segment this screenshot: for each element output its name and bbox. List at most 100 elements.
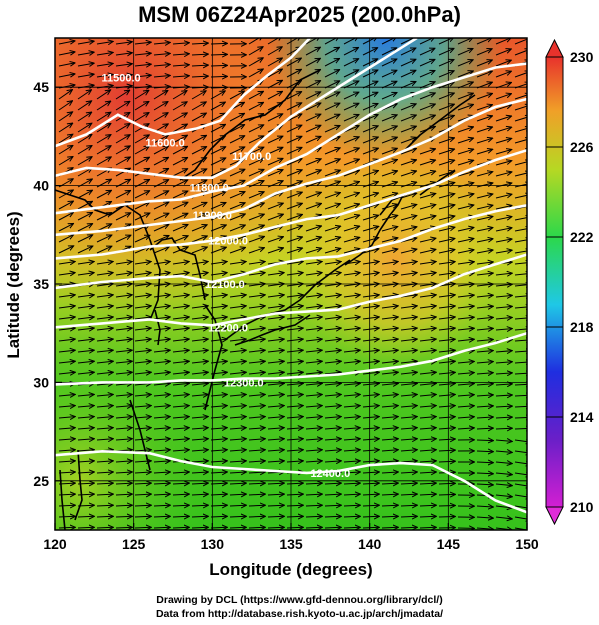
wind-arrow [210, 417, 227, 418]
wind-arrow [210, 169, 226, 177]
wind-arrow [457, 71, 473, 78]
wind-arrow [476, 528, 493, 529]
wind-arrow [495, 60, 511, 67]
wind-arrow [172, 180, 187, 188]
wind-arrow [153, 273, 170, 275]
wind-arrow [267, 527, 284, 528]
wind-arrow [305, 339, 322, 341]
wind-arrow [96, 246, 112, 254]
contour-label: 12000.0 [208, 236, 248, 248]
wind-arrow [514, 329, 527, 330]
wind-arrow [457, 395, 474, 396]
wind-arrow [438, 350, 455, 352]
wind-arrow [400, 328, 417, 330]
wind-arrow [77, 494, 94, 495]
wind-arrow [324, 103, 340, 111]
wind-arrow [438, 160, 454, 166]
wind-arrow [286, 406, 303, 407]
wind-arrow [305, 137, 321, 144]
wind-arrow [305, 204, 321, 210]
wind-arrow [381, 93, 397, 100]
wind-arrow [514, 195, 527, 199]
height-contour [55, 148, 527, 260]
wind-arrow [134, 483, 151, 484]
wind-arrow [153, 428, 170, 429]
wind-arrow [229, 450, 246, 451]
wind-arrow [191, 450, 208, 451]
wind-arrow [457, 250, 474, 253]
wind-arrow [343, 148, 359, 155]
wind-arrow [248, 125, 263, 133]
wind-arrow [343, 494, 360, 495]
wind-arrow [191, 317, 208, 319]
wind-arrow [438, 494, 455, 495]
wind-arrow [210, 516, 227, 517]
wind-arrow [362, 262, 379, 264]
wind-arrow [419, 160, 435, 166]
wind-arrow [400, 149, 416, 155]
wind-arrow [305, 516, 322, 517]
wind-arrow [115, 273, 132, 275]
wind-arrow [153, 247, 169, 254]
wind-arrow [229, 214, 245, 221]
wind-arrow [419, 295, 436, 297]
wind-arrow [134, 213, 150, 221]
wind-arrow [362, 395, 379, 397]
wind-arrow [172, 202, 188, 210]
wind-arrow [400, 306, 417, 308]
x-tick-label: 150 [515, 536, 539, 552]
wind-arrow [286, 306, 303, 308]
wind-arrow [229, 203, 245, 210]
height-contour [55, 97, 527, 237]
wind-arrow [248, 494, 265, 495]
wind-arrow [172, 372, 189, 374]
wind-arrow [115, 157, 130, 166]
wind-arrow [115, 168, 130, 177]
wind-arrow [229, 136, 244, 144]
wind-arrow [305, 306, 322, 308]
wind-arrow [77, 450, 94, 451]
wind-arrow [134, 494, 151, 495]
wind-arrow [248, 103, 263, 111]
wind-arrow [134, 516, 151, 517]
wind-arrow [134, 417, 151, 418]
wind-arrow [324, 59, 339, 67]
wind-arrow [96, 350, 113, 352]
wind-arrow [305, 170, 321, 177]
wind-arrow [514, 406, 527, 407]
wind-arrow [305, 494, 322, 495]
wind-arrow [324, 249, 340, 254]
wind-arrow [286, 372, 303, 374]
wind-arrow [457, 306, 474, 308]
wind-arrow [248, 147, 264, 155]
wind-arrow [172, 284, 189, 286]
wind-arrow [210, 284, 227, 286]
wind-arrow [267, 494, 284, 495]
wind-arrow [286, 237, 302, 243]
wind-arrow [495, 83, 511, 89]
wind-arrow [267, 372, 284, 374]
wind-arrow [457, 60, 473, 67]
wind-arrow [172, 87, 189, 88]
wind-arrow [191, 87, 208, 88]
wind-arrow [457, 373, 474, 374]
wind-arrow [400, 483, 417, 484]
wind-arrow [58, 406, 75, 407]
wind-arrow [58, 213, 73, 221]
wind-arrow [96, 262, 113, 264]
height-contour [55, 204, 527, 290]
wind-arrow [115, 180, 130, 188]
wind-arrow [210, 203, 226, 210]
wind-arrow [96, 295, 113, 297]
wind-arrow [267, 248, 283, 254]
wind-arrow [248, 214, 264, 221]
wind-arrow [286, 505, 303, 506]
wind-arrow [77, 472, 94, 473]
wind-arrow [267, 428, 284, 429]
wind-arrow [419, 238, 436, 243]
wind-arrow [229, 225, 245, 232]
wind-arrow [286, 170, 302, 177]
wind-arrow [267, 159, 283, 166]
wind-arrow [267, 136, 283, 144]
